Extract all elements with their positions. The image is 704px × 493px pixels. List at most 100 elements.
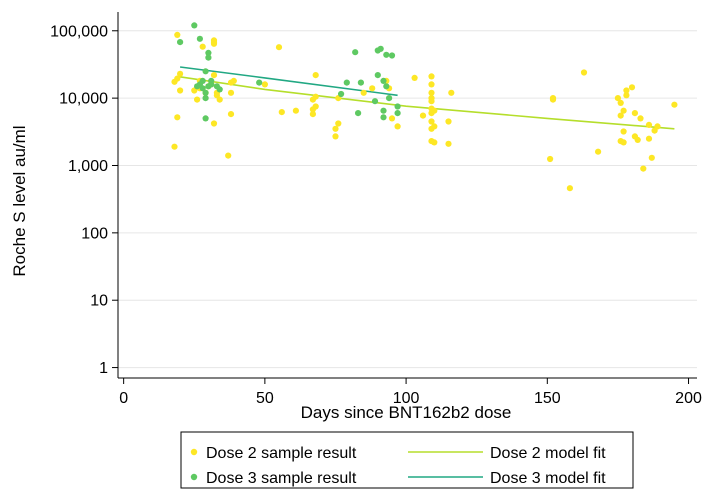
legend-dose2-points-label: Dose 2 sample result: [206, 445, 357, 462]
data-point-series-0: [171, 143, 178, 150]
data-point-series-0: [309, 111, 316, 118]
data-point-series-0: [645, 121, 653, 128]
data-point-series-0: [411, 74, 418, 81]
x-tick-label: 100: [393, 390, 420, 407]
data-point-series-0: [623, 87, 630, 94]
data-point-series-0: [174, 114, 181, 121]
data-point-series-1: [355, 110, 362, 117]
data-point-series-0: [431, 123, 438, 130]
data-point-series-0: [428, 73, 435, 80]
data-point-series-0: [210, 72, 218, 79]
grid-lines: [118, 30, 697, 369]
x-tick-label: 50: [256, 390, 274, 407]
data-point-series-0: [332, 125, 339, 132]
y-tick-label: 100: [81, 225, 108, 242]
data-point-series-1: [196, 35, 203, 42]
data-point-series-0: [210, 39, 218, 46]
data-point-series-1: [352, 49, 359, 56]
data-point-series-1: [343, 79, 350, 86]
data-point-series-0: [199, 43, 206, 50]
fit-line-series-2: [177, 75, 675, 130]
data-point-series-0: [216, 96, 223, 103]
data-point-series-1: [383, 83, 390, 90]
data-point-series-0: [394, 123, 401, 130]
x-axis-label: Days since BNT162b2 dose: [301, 403, 512, 422]
data-point-series-0: [595, 148, 602, 155]
data-point-series-0: [174, 31, 181, 38]
legend-dose3-marker: [190, 473, 198, 481]
legend-box: [180, 431, 634, 489]
data-point-series-0: [335, 120, 342, 127]
x-tick-label: 0: [119, 390, 128, 407]
legend-dose3-fit-label: Dose 3 model fit: [490, 470, 606, 487]
data-point-series-1: [374, 72, 381, 79]
data-point-series-1: [202, 95, 209, 102]
data-point-series-1: [191, 22, 198, 29]
data-point-series-0: [227, 89, 235, 96]
data-point-series-0: [388, 115, 396, 122]
data-point-series-0: [671, 101, 678, 108]
data-point-series-0: [278, 109, 285, 116]
data-point-series-0: [431, 139, 438, 146]
data-point-series-0: [428, 89, 435, 96]
data-point-series-0: [620, 107, 627, 114]
data-point-series-1: [380, 77, 387, 84]
data-point-series-1: [394, 110, 401, 117]
data-point-series-0: [230, 77, 237, 84]
data-point-series-0: [628, 84, 636, 91]
data-point-series-1: [394, 103, 401, 110]
data-point-series-0: [549, 96, 557, 103]
data-point-series-0: [547, 155, 554, 163]
legend-dose2-marker: [190, 448, 198, 456]
data-point-series-0: [623, 92, 630, 99]
data-point-series-0: [648, 154, 655, 161]
data-point-series-1: [202, 115, 209, 122]
data-point-series-0: [620, 139, 627, 146]
data-point-series-1: [202, 89, 209, 96]
data-point-series-0: [620, 128, 627, 135]
y-tick-label: 10: [90, 293, 108, 310]
data-point-series-1: [338, 90, 345, 98]
data-point-series-0: [614, 95, 622, 102]
y-tick-label: 100,000: [50, 23, 108, 40]
data-point-series-0: [580, 69, 588, 76]
data-point-series-1: [205, 54, 212, 61]
x-tick-label: 150: [534, 390, 561, 407]
data-point-series-0: [640, 165, 647, 172]
data-point-series-1: [386, 95, 393, 102]
data-point-series-1: [199, 77, 206, 84]
x-tick-label: 200: [675, 390, 702, 407]
y-tick-label: 10,000: [59, 91, 108, 108]
data-point-series-1: [202, 68, 209, 75]
data-point-series-0: [177, 87, 184, 94]
data-point-series-0: [445, 118, 452, 125]
data-point-series-1: [357, 79, 364, 86]
data-point-series-1: [388, 52, 396, 59]
legend-dose2-fit-label: Dose 2 model fit: [490, 445, 606, 462]
data-point-series-0: [312, 72, 319, 79]
data-point-series-1: [205, 49, 212, 57]
data-point-series-1: [380, 114, 387, 121]
legend-dose3-points-label: Dose 3 sample result: [206, 470, 357, 487]
data-point-series-0: [617, 112, 624, 119]
data-point-series-1: [216, 86, 223, 93]
data-point-series-0: [275, 44, 283, 51]
data-point-series-0: [174, 75, 181, 82]
y-tick-label: 1,000: [68, 158, 108, 175]
data-point-series-0: [177, 70, 184, 77]
data-point-series-0: [566, 185, 574, 192]
data-point-series-0: [332, 133, 339, 140]
legend: Dose 2 sample result Dose 3 sample resul…: [180, 431, 634, 489]
axes: 1 10 100 1,000 10,000 100,000 0 50 100 150 200: [50, 12, 702, 407]
data-point-series-1: [256, 79, 263, 86]
data-point-series-0: [210, 120, 218, 127]
data-point-series-0: [428, 81, 435, 88]
data-point-series-0: [448, 89, 455, 96]
data-point-series-1: [208, 81, 215, 88]
data-point-series-1: [177, 39, 184, 46]
data-point-series-0: [369, 85, 376, 92]
data-point-series-1: [199, 85, 206, 92]
data-points: [171, 22, 678, 192]
data-point-series-0: [445, 140, 452, 147]
